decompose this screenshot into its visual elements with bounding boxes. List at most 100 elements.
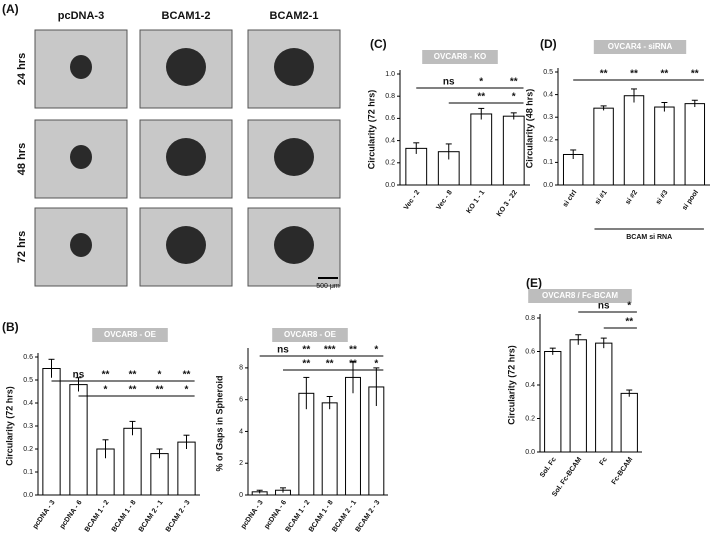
x-tick-label: pcDNA - 3 — [32, 499, 57, 530]
y-tick-label: 0.2 — [543, 137, 553, 144]
y-tick-label: 0.4 — [385, 137, 395, 144]
significance-mark: * — [185, 385, 189, 396]
bar — [470, 113, 493, 186]
significance-mark: ** — [661, 69, 669, 80]
x-tick-label: BCAM 2 - 3 — [165, 499, 192, 533]
x-tick-label: Vec - 8 — [435, 189, 454, 211]
significance-mark: ns — [598, 301, 610, 312]
bar — [593, 107, 614, 186]
x-tick-label: pcDNA - 6 — [59, 499, 84, 530]
y-axis-label: % of Gaps in Spheroid — [214, 375, 224, 471]
spheroid — [274, 226, 314, 264]
y-tick-label: 0.2 — [385, 160, 395, 167]
bar — [595, 342, 613, 453]
x-tick-label: BCAM 1 - 8 — [111, 499, 138, 533]
significance-mark: ** — [477, 92, 485, 103]
panel-label: (C) — [370, 37, 387, 51]
column-header: pcDNA-3 — [58, 10, 104, 22]
significance-mark: ** — [102, 370, 110, 381]
spheroid — [70, 55, 92, 79]
x-tick-label: Sol. Fc — [539, 456, 558, 479]
y-tick-label: 6 — [239, 397, 243, 404]
chart-title: OVCAR8 - KO — [434, 52, 486, 61]
significance-mark: * — [512, 92, 516, 103]
x-tick-label: Fc-BCAM — [611, 456, 635, 486]
y-tick-label: 0.8 — [525, 315, 535, 322]
bar — [69, 384, 88, 496]
significance-mark: ns — [73, 370, 85, 381]
panel-label: (D) — [540, 37, 557, 51]
column-header: BCAM1-2 — [162, 10, 211, 22]
x-tick-label: si #2 — [624, 189, 639, 206]
y-tick-label: 2 — [239, 460, 243, 467]
significance-mark: ** — [691, 69, 699, 80]
y-tick-label: 0.2 — [525, 415, 535, 422]
y-tick-label: 0.4 — [525, 382, 535, 389]
chart-title: OVCAR8 - OE — [104, 330, 157, 339]
y-tick-label: 8 — [239, 365, 243, 372]
significance-mark: ** — [302, 359, 310, 370]
bar — [620, 392, 638, 453]
title-box — [593, 40, 687, 54]
group-label: BCAM si RNA — [626, 234, 672, 241]
x-tick-label: Vec - 2 — [403, 189, 422, 211]
row-header: 72 hrs — [16, 231, 28, 263]
bar — [502, 115, 525, 186]
spheroid — [166, 226, 206, 264]
chart-title: OVCAR8 - OE — [284, 330, 337, 339]
x-tick-label: si #1 — [594, 189, 609, 206]
bar — [684, 103, 706, 186]
significance-mark: ** — [156, 385, 164, 396]
panel-label: (A) — [2, 2, 19, 16]
significance-mark: ** — [510, 77, 518, 88]
x-tick-label: KO 3 - 22 — [496, 189, 519, 218]
significance-mark: ns — [277, 345, 289, 356]
y-tick-label: 0.0 — [543, 182, 553, 189]
significance-mark: ** — [625, 317, 633, 328]
title-box — [528, 289, 632, 303]
y-axis-label: Circularity (72 hrs) — [366, 90, 376, 170]
x-tick-label: si pool — [681, 189, 700, 212]
significance-mark: ** — [630, 69, 638, 80]
significance-mark: ns — [443, 77, 455, 88]
significance-mark: * — [479, 77, 483, 88]
y-tick-label: 0.2 — [23, 446, 33, 453]
spheroid — [166, 138, 206, 176]
title-box — [422, 50, 498, 64]
scale-bar-label: 500 μm — [316, 283, 340, 290]
panel-label: (E) — [526, 276, 542, 290]
significance-mark: ** — [600, 69, 608, 80]
bar — [345, 376, 361, 496]
micrograph — [139, 207, 233, 287]
x-tick-label: pcDNA - 6 — [263, 499, 288, 530]
x-tick-label: BCAM 1 - 2 — [84, 499, 111, 533]
significance-mark: * — [627, 301, 631, 312]
significance-mark: ** — [326, 359, 334, 370]
x-tick-label: Fc — [598, 456, 608, 467]
y-axis-label: Circularity (72 hrs) — [506, 345, 516, 425]
significance-mark: * — [104, 385, 108, 396]
x-tick-label: pcDNA - 3 — [240, 499, 265, 530]
row-header: 48 hrs — [16, 143, 28, 175]
y-tick-label: 0.5 — [23, 377, 33, 384]
x-tick-label: si #3 — [655, 189, 670, 206]
bar — [623, 95, 645, 186]
chart-title: OVCAR4 - siRNA — [608, 42, 673, 51]
spheroid — [274, 138, 314, 176]
x-tick-label: si ctrl — [562, 189, 578, 208]
y-tick-label: 4 — [239, 428, 243, 435]
y-tick-label: 0 — [239, 492, 243, 499]
bar — [321, 402, 338, 496]
y-tick-label: 0.0 — [385, 182, 395, 189]
bar — [562, 153, 584, 186]
significance-mark: ** — [183, 370, 191, 381]
x-tick-label: KO 1 - 1 — [465, 189, 486, 215]
row-header: 24 hrs — [16, 53, 28, 85]
significance-mark: * — [374, 345, 378, 356]
y-axis-label: Circularity (48 hrs) — [524, 89, 534, 169]
bar — [654, 106, 675, 186]
significance-mark: * — [158, 370, 162, 381]
significance-mark: ** — [349, 359, 357, 370]
significance-mark: ** — [349, 345, 357, 356]
y-tick-label: 0.3 — [543, 114, 553, 121]
